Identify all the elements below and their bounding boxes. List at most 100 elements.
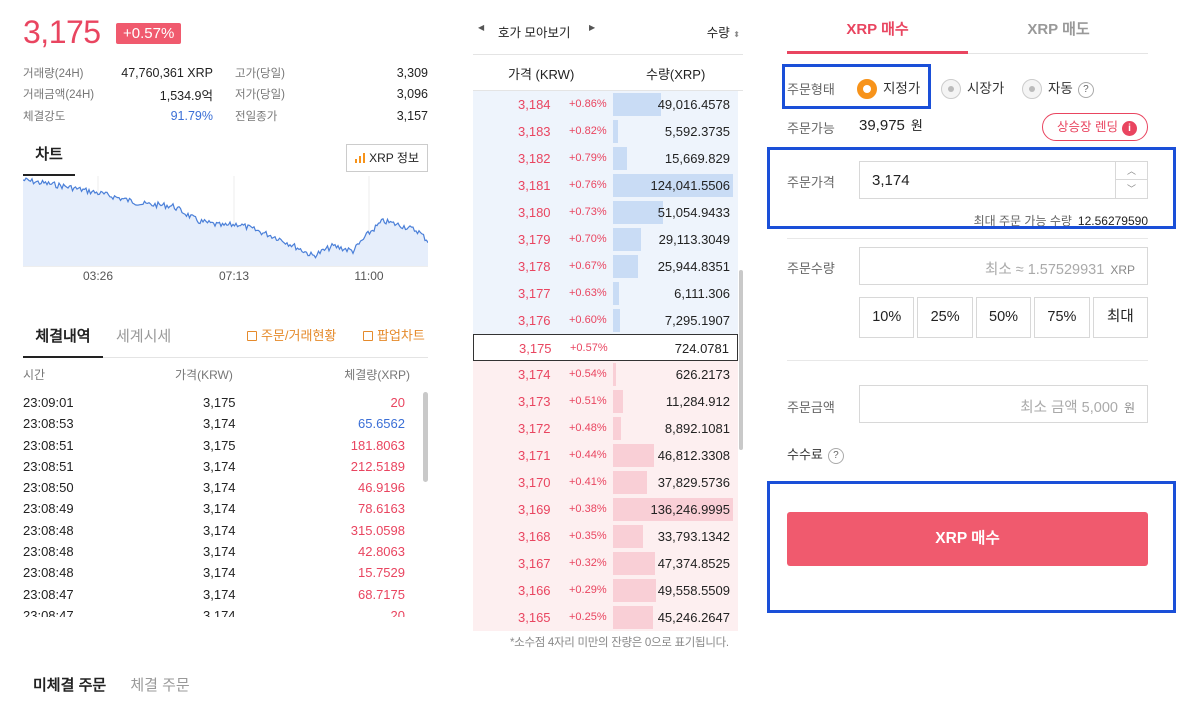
amount-input[interactable]: 최소 금액 5,000 원 [859,385,1148,423]
tab-chart[interactable]: 차트 [23,142,75,176]
help-icon[interactable]: ? [1077,82,1094,98]
orderbook-row-ask[interactable]: 3,182 +0.79% 15,669.829 [473,145,738,172]
orderbook-row-bid[interactable]: 3,170 +0.41% 37,829.5736 [473,469,738,496]
price-line-chart: 03:26 07:13 11:00 [23,176,428,283]
lending-label: 상승장 렌딩 [1057,120,1118,134]
amount-unit: 원 [1123,401,1135,415]
ob-volume: 25,944.8351 [657,259,730,274]
qty-unit: XRP [1110,263,1135,277]
orderbook-row-ask[interactable]: 3,184 +0.86% 49,016.4578 [473,91,738,118]
order-status-label: 주문/거래현황 [261,328,337,343]
order-form: XRP 매수 XRP 매도 주문형태 지정가 시장가 자동? 주문가능 39,9… [787,0,1149,703]
tab-trade-history[interactable]: 체결내역 [23,320,103,358]
orderbook-panel: ◀ 호가 모아보기 ▶ 수량 ⬍ 가격 (KRW) 수량(XRP) 3,184 +… [473,0,743,703]
ob-change: +0.54% [569,368,607,380]
xrp-info-button[interactable]: XRP 정보 [346,144,428,172]
help-icon[interactable]: ? [827,448,844,464]
radio-auto[interactable]: 자동? [1022,77,1094,99]
chevron-down-icon[interactable]: ﹀ [1126,184,1136,194]
trade-time: 23:08:49 [23,501,74,517]
amount-placeholder: 최소 금액 5,000 원 [1020,396,1135,417]
orderbook-row-bid[interactable]: 3,174 +0.54% 626.2173 [473,361,738,388]
trade-row: 23:08:49 3,174 78.6163 [23,498,428,519]
chart-tick-label: 07:13 [219,269,249,283]
orderbook-scrollbar[interactable] [739,270,743,450]
trade-price: 3,174 [203,501,236,517]
orderbook-row-ask[interactable]: 3,181 +0.76% 124,041.5506 [473,172,738,199]
orderbook-row-bid[interactable]: 3,167 +0.32% 47,374.8525 [473,550,738,577]
trade-qty: 212.5189 [350,458,405,474]
orderbook-row-bid[interactable]: 3,166 +0.29% 49,558.5509 [473,577,738,604]
orderbook-row-bid[interactable]: 3,171 +0.44% 46,812.3308 [473,442,738,469]
arrow-right-icon[interactable]: ▶ [589,23,596,32]
tab-filled-orders[interactable]: 체결 주문 [130,677,190,694]
trade-list[interactable]: 23:09:01 3,175 20 23:08:53 3,174 65.6562 23:08… [23,392,428,617]
orderbook-row-ask[interactable]: 3,177 +0.63% 6,111.306 [473,280,738,307]
ob-change: +0.82% [569,125,607,137]
price-input[interactable]: 3,174 ︿ ﹀ [859,161,1148,199]
orderbook-row-ask[interactable]: 3,179 +0.70% 29,113.3049 [473,226,738,253]
trade-list-scrollbar[interactable] [423,392,428,482]
ob-change: +0.76% [569,179,607,191]
pct-10-button[interactable]: 10% [859,297,915,338]
ob-volume: 49,558.5509 [657,583,730,598]
radio-auto-label: 자동 [1048,81,1073,96]
tab-sell[interactable]: XRP 매도 [1027,21,1090,38]
orderbook-group-toggle[interactable]: 호가 모아보기 [498,26,571,40]
radio-market[interactable]: 시장가 [941,77,1004,99]
orderbook-row-ask[interactable]: 3,176 +0.60% 7,295.1907 [473,307,738,334]
trade-price: 3,174 [203,607,236,617]
orderbook-row-bid[interactable]: 3,165 +0.25% 45,246.2647 [473,604,738,631]
ob-price: 3,183 [518,124,551,139]
tab-open-orders[interactable]: 미체결 주문 [33,677,107,694]
col-price: 가격 (KRW) [508,67,575,82]
stat-label: 전일종가 [235,110,278,123]
price-chart[interactable]: 03:26 07:13 11:00 [23,176,428,288]
order-status-link[interactable]: 주문/거래현황 [247,320,336,352]
trade-row: 23:08:53 3,174 65.6562 [23,413,428,434]
ob-volume-bar [613,201,664,224]
chevron-up-icon[interactable]: ︿ [1116,162,1147,180]
ob-volume: 33,793.1342 [657,529,730,544]
buy-button[interactable]: XRP 매수 [787,512,1148,566]
ob-volume-bar [613,471,647,494]
pct-75-button[interactable]: 75% [1034,297,1090,338]
ob-price: 3,169 [518,502,551,517]
trade-row: 23:08:48 3,174 315.0598 [23,520,428,541]
amount-label: 주문금액 [787,400,835,415]
orderbook-row-ask[interactable]: 3,183 +0.82% 5,592.3735 [473,118,738,145]
pct-50-button[interactable]: 50% [975,297,1032,338]
trade-time: 23:08:48 [23,522,74,538]
ob-price: 3,180 [518,205,551,220]
trade-time: 23:08:48 [23,544,74,560]
arrow-left-icon[interactable]: ◀ [478,23,485,32]
trade-price: 3,174 [203,522,236,538]
orderbook-row-ask[interactable]: 3,180 +0.73% 51,054.9433 [473,199,738,226]
pct-25-button[interactable]: 25% [917,297,973,338]
tab-buy[interactable]: XRP 매수 [787,12,968,54]
ob-volume: 8,892.1081 [664,421,730,436]
orderbook-row-ask[interactable]: 3,178 +0.67% 25,944.8351 [473,253,738,280]
ticker-stats: 거래량(24H) 47,760,361 XRP 고가(당일) 3,309 거래금… [23,62,428,127]
popup-chart-link[interactable]: 팝업차트 [363,320,425,352]
tab-world-price[interactable]: 세계시세 [116,328,172,345]
orderbook-row-bid[interactable]: 3,172 +0.48% 8,892.1081 [473,415,738,442]
orderbook-row-bid[interactable]: 3,169 +0.38% 136,246.9995 [473,496,738,523]
qty-input[interactable]: 최소 ≈ 1.57529931 XRP [859,247,1148,285]
lending-button[interactable]: 상승장 렌딩 i [1042,113,1148,141]
ob-volume: 11,284.912 [665,394,730,409]
pct-max-button[interactable]: 최대 [1092,297,1149,338]
radio-limit[interactable]: 지정가 [857,77,920,99]
ob-price: 3,174 [518,367,551,382]
order-type-label: 주문형태 [787,82,835,97]
ob-change: +0.29% [569,584,607,596]
orderbook-row-bid[interactable]: 3,173 +0.51% 11,284.912 [473,388,738,415]
sort-qty-button[interactable]: 수량 ⬍ [707,22,740,41]
ob-volume-bar [613,228,641,251]
orderbook-row-bid[interactable]: 3,168 +0.35% 33,793.1342 [473,523,738,550]
max-qty-label: 최대 주문 가능 수량 [973,214,1072,228]
avail-label: 주문가능 [787,121,835,136]
orderbook-row-current[interactable]: 3,175 +0.57% 724.0781 [473,334,738,361]
trade-price: 3,175 [203,437,236,453]
orderbook-list[interactable]: 3,184 +0.86% 49,016.4578 3,183 +0.82% 5,592.3… [473,91,738,631]
